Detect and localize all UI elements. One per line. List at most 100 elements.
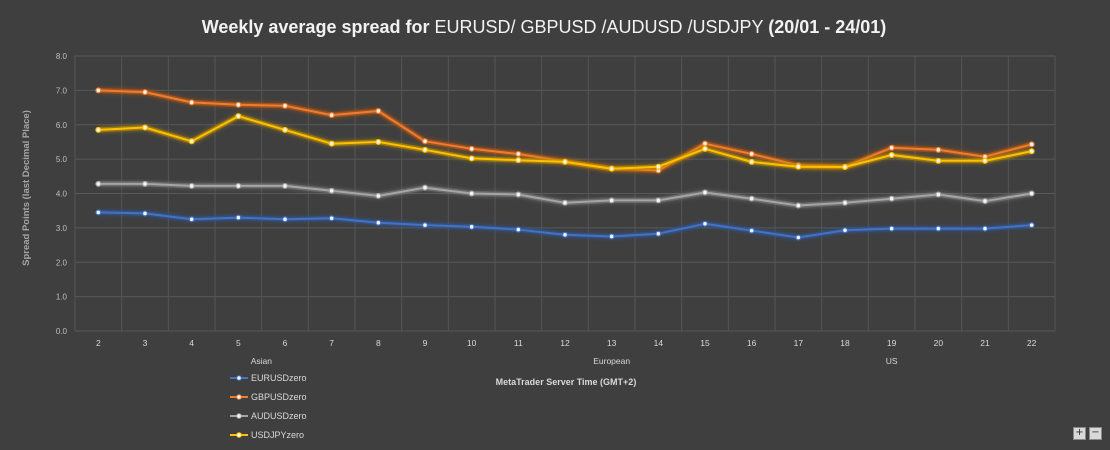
x-axis-label: MetaTrader Server Time (GMT+2) xyxy=(496,377,637,387)
y-tick-label: 3.0 xyxy=(56,224,68,233)
data-point xyxy=(841,227,848,234)
data-point xyxy=(701,220,708,227)
x-tick-label: 21 xyxy=(980,338,990,348)
data-point xyxy=(282,182,289,189)
data-point xyxy=(795,234,802,241)
data-point xyxy=(515,150,522,157)
data-point xyxy=(422,138,429,145)
data-point xyxy=(328,187,335,194)
data-point xyxy=(328,140,335,147)
data-point xyxy=(328,215,335,222)
y-tick-label: 7.0 xyxy=(56,86,68,95)
data-point xyxy=(935,191,942,198)
data-point xyxy=(748,195,755,202)
chart-title: Weekly average spread for EURUSD/ GBPUSD… xyxy=(202,17,887,37)
data-point xyxy=(515,157,522,164)
data-point xyxy=(468,155,475,162)
data-point xyxy=(655,163,662,170)
data-point xyxy=(235,182,242,189)
data-point xyxy=(748,150,755,157)
data-point xyxy=(1028,190,1035,197)
data-point xyxy=(561,158,568,165)
data-point xyxy=(95,87,102,94)
data-point xyxy=(95,180,102,187)
x-tick-label: 7 xyxy=(329,338,334,348)
x-tick-label: 3 xyxy=(143,338,148,348)
zoom-in-button[interactable]: + xyxy=(1073,427,1086,440)
x-tick-label: 12 xyxy=(560,338,570,348)
data-point xyxy=(375,219,382,226)
legend-item: EURUSDzero xyxy=(230,373,307,383)
data-point xyxy=(95,209,102,216)
x-tick-label: 9 xyxy=(423,338,428,348)
zoom-out-button[interactable]: − xyxy=(1089,427,1102,440)
session-label: US xyxy=(886,356,898,366)
data-point xyxy=(795,163,802,170)
x-tick-label: 22 xyxy=(1027,338,1037,348)
legend-label: USDJPYzero xyxy=(251,430,304,440)
y-tick-label: 6.0 xyxy=(56,121,68,130)
data-point xyxy=(655,230,662,237)
data-point xyxy=(701,145,708,152)
legend-label: GBPUSDzero xyxy=(251,392,307,402)
data-point xyxy=(888,225,895,232)
data-point xyxy=(1028,141,1035,148)
x-tick-label: 18 xyxy=(840,338,850,348)
legend-item: USDJPYzero xyxy=(230,430,304,440)
data-point xyxy=(608,197,615,204)
data-point xyxy=(422,146,429,153)
session-label: European xyxy=(593,356,630,366)
data-point xyxy=(235,101,242,108)
data-point xyxy=(981,225,988,232)
x-tick-label: 19 xyxy=(887,338,897,348)
x-tick-label: 5 xyxy=(236,338,241,348)
data-point xyxy=(142,89,149,96)
data-point xyxy=(1028,222,1035,229)
data-point xyxy=(1028,148,1035,155)
chart-title-part: EURUSD/ GBPUSD /AUDUSD /USDJPY xyxy=(434,17,768,37)
data-point xyxy=(375,107,382,114)
data-point xyxy=(748,227,755,234)
session-label: Asian xyxy=(251,356,273,366)
data-point xyxy=(142,210,149,217)
legend-item: GBPUSDzero xyxy=(230,392,307,402)
data-point xyxy=(188,138,195,145)
data-point xyxy=(608,165,615,172)
chart-text: Weekly average spread for EURUSD/ GBPUSD… xyxy=(21,17,886,387)
legend-label: AUDUSDzero xyxy=(251,411,307,421)
x-tick-label: 8 xyxy=(376,338,381,348)
x-tick-label: 11 xyxy=(514,338,523,348)
series-USDJPYzero xyxy=(95,113,1035,172)
y-axis-label: Spread Points (last Decimal Place) xyxy=(21,110,32,266)
legend-item: AUDUSDzero xyxy=(230,411,307,421)
x-tick-label: 6 xyxy=(283,338,288,348)
data-point xyxy=(328,112,335,119)
legend-marker xyxy=(236,432,242,438)
data-point xyxy=(468,190,475,197)
grid xyxy=(74,55,1056,332)
data-point xyxy=(935,157,942,164)
chart-controls: + − xyxy=(1073,427,1102,440)
data-point xyxy=(188,182,195,189)
data-point xyxy=(422,222,429,229)
data-point xyxy=(515,191,522,198)
legend-marker xyxy=(236,413,242,419)
y-tick-label: 4.0 xyxy=(56,190,68,199)
series-layer xyxy=(95,87,1035,241)
data-point xyxy=(841,164,848,171)
data-point xyxy=(701,189,708,196)
x-tick-label: 13 xyxy=(607,338,617,348)
data-point xyxy=(981,157,988,164)
x-tick-label: 2 xyxy=(96,338,101,348)
x-tick-label: 16 xyxy=(747,338,757,348)
data-point xyxy=(188,99,195,106)
y-tick-label: 8.0 xyxy=(56,52,68,61)
data-point xyxy=(282,126,289,133)
data-point xyxy=(142,180,149,187)
data-point xyxy=(515,226,522,233)
x-tick-label: 15 xyxy=(700,338,710,348)
y-tick-label: 2.0 xyxy=(56,258,68,267)
legend-marker xyxy=(236,375,242,381)
data-point xyxy=(701,140,708,147)
legend: EURUSDzero GBPUSDzero AUDUSDzero USDJPYzero xyxy=(230,373,307,440)
